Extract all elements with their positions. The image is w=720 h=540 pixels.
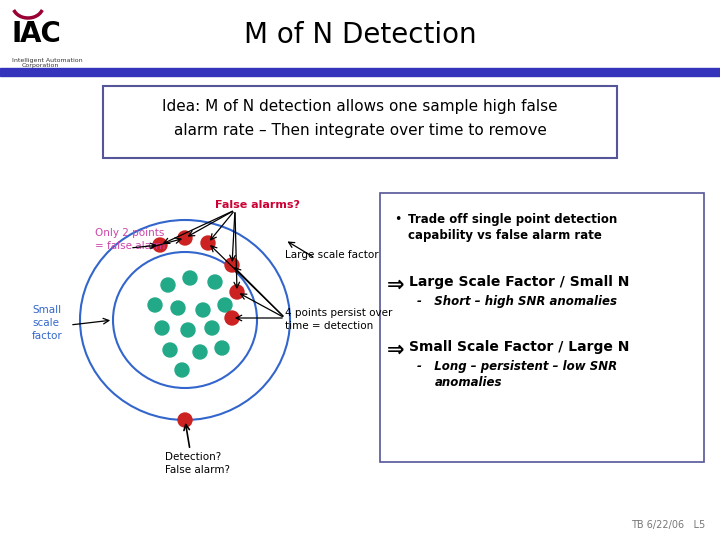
Text: ⇒: ⇒ bbox=[387, 340, 405, 360]
Text: AC: AC bbox=[20, 20, 62, 48]
Text: False alarm?: False alarm? bbox=[165, 465, 230, 475]
Text: Intelligent Automation: Intelligent Automation bbox=[12, 58, 83, 63]
Circle shape bbox=[201, 236, 215, 250]
Text: Large Scale Factor / Small N: Large Scale Factor / Small N bbox=[409, 275, 629, 289]
Circle shape bbox=[208, 275, 222, 289]
FancyBboxPatch shape bbox=[380, 193, 704, 462]
Text: 4 points persist over: 4 points persist over bbox=[285, 308, 392, 318]
Circle shape bbox=[178, 413, 192, 427]
Circle shape bbox=[181, 323, 195, 337]
Text: Large scale factor: Large scale factor bbox=[285, 250, 379, 260]
Circle shape bbox=[155, 321, 169, 335]
Text: I: I bbox=[12, 20, 22, 48]
Text: capability vs false alarm rate: capability vs false alarm rate bbox=[408, 229, 602, 242]
Circle shape bbox=[193, 345, 207, 359]
Text: Trade off single point detection: Trade off single point detection bbox=[408, 213, 617, 226]
Text: Small: Small bbox=[32, 305, 61, 315]
Text: Only 2 points: Only 2 points bbox=[95, 228, 164, 238]
Circle shape bbox=[175, 363, 189, 377]
Circle shape bbox=[196, 303, 210, 317]
Circle shape bbox=[163, 343, 177, 357]
Text: time = detection: time = detection bbox=[285, 321, 373, 331]
Circle shape bbox=[218, 298, 232, 312]
Circle shape bbox=[153, 238, 167, 252]
Circle shape bbox=[161, 278, 175, 292]
Circle shape bbox=[225, 311, 239, 325]
Circle shape bbox=[183, 271, 197, 285]
Circle shape bbox=[215, 341, 229, 355]
Text: -   Long – persistent – low SNR: - Long – persistent – low SNR bbox=[417, 360, 617, 373]
Circle shape bbox=[205, 321, 219, 335]
Circle shape bbox=[171, 301, 185, 315]
Text: M of N Detection: M of N Detection bbox=[243, 21, 477, 49]
Circle shape bbox=[225, 258, 239, 272]
Text: False alarms?: False alarms? bbox=[215, 200, 300, 210]
Text: anomalies: anomalies bbox=[435, 376, 503, 389]
Text: TB 6/22/06   L5: TB 6/22/06 L5 bbox=[631, 520, 705, 530]
Text: -   Short – high SNR anomalies: - Short – high SNR anomalies bbox=[417, 295, 617, 308]
Circle shape bbox=[148, 298, 162, 312]
Circle shape bbox=[230, 285, 244, 299]
Text: alarm rate – Then integrate over time to remove: alarm rate – Then integrate over time to… bbox=[174, 123, 546, 138]
Text: ⇒: ⇒ bbox=[387, 275, 405, 295]
Text: scale: scale bbox=[32, 318, 59, 328]
Text: Idea: M of N detection allows one sample high false: Idea: M of N detection allows one sample… bbox=[162, 98, 558, 113]
Text: factor: factor bbox=[32, 331, 63, 341]
Circle shape bbox=[178, 231, 192, 245]
Text: = false alarm: = false alarm bbox=[95, 241, 166, 251]
Text: Small Scale Factor / Large N: Small Scale Factor / Large N bbox=[409, 340, 629, 354]
Text: Detection?: Detection? bbox=[165, 452, 221, 462]
Text: Corporation: Corporation bbox=[22, 63, 59, 68]
Text: •: • bbox=[394, 213, 401, 226]
Bar bbox=[0, 68, 720, 76]
FancyBboxPatch shape bbox=[103, 86, 617, 158]
